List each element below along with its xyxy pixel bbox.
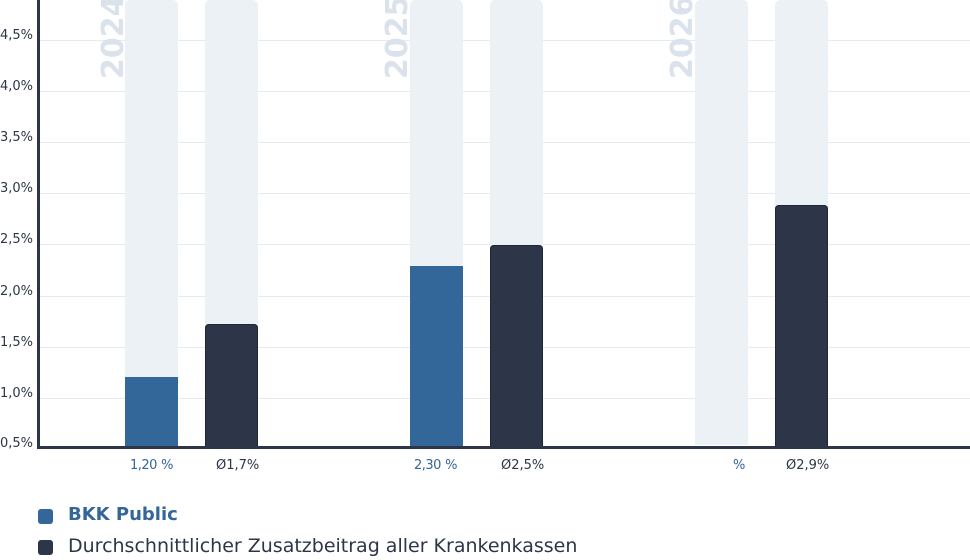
value-number: 2,30 bbox=[414, 458, 441, 473]
y-axis bbox=[37, 0, 40, 449]
y-tick-label: 4,5% bbox=[0, 28, 34, 43]
y-tick-label: 4,0% bbox=[0, 79, 34, 94]
bar-track bbox=[695, 0, 748, 445]
value-number: 1,20 bbox=[130, 458, 157, 473]
y-tick-label: 2,0% bbox=[0, 284, 34, 299]
value-label-avg-2025: Ø2,5% bbox=[501, 458, 545, 473]
value-label-bkk-2026: % bbox=[733, 458, 745, 473]
value-label-avg-2026: Ø2,9% bbox=[786, 458, 830, 473]
y-tick-label: 0,5% bbox=[0, 436, 34, 451]
x-axis bbox=[37, 446, 970, 449]
legend-swatch-blue-icon bbox=[38, 509, 53, 524]
y-tick-label: 2,5% bbox=[0, 232, 34, 247]
value-label-bkk-2024: 1,20 % bbox=[130, 458, 173, 473]
y-tick-label: 1,5% bbox=[0, 335, 34, 350]
bar-track bbox=[125, 0, 178, 447]
y-tick-label: 3,0% bbox=[0, 181, 34, 196]
legend-swatch-dark-icon bbox=[38, 540, 53, 555]
legend-label: Durchschnittlicher Zusatzbeitrag aller K… bbox=[68, 535, 578, 557]
value-label-avg-2024: Ø1,7% bbox=[216, 458, 260, 473]
bar-bkk-2024[interactable] bbox=[125, 377, 178, 447]
bar-avg-2026[interactable] bbox=[775, 205, 828, 447]
y-tick-label: 1,0% bbox=[0, 386, 34, 401]
bar-bkk-2025[interactable] bbox=[410, 266, 463, 447]
bar-avg-2025[interactable] bbox=[490, 245, 543, 447]
value-unit: % bbox=[156, 458, 174, 473]
y-tick-label: 3,5% bbox=[0, 130, 34, 145]
value-label-bkk-2025: 2,30 % bbox=[414, 458, 457, 473]
value-unit: % bbox=[440, 458, 458, 473]
bar-avg-2024[interactable] bbox=[205, 324, 258, 447]
legend-label: BKK Public bbox=[68, 504, 178, 525]
value-unit: % bbox=[733, 458, 746, 473]
